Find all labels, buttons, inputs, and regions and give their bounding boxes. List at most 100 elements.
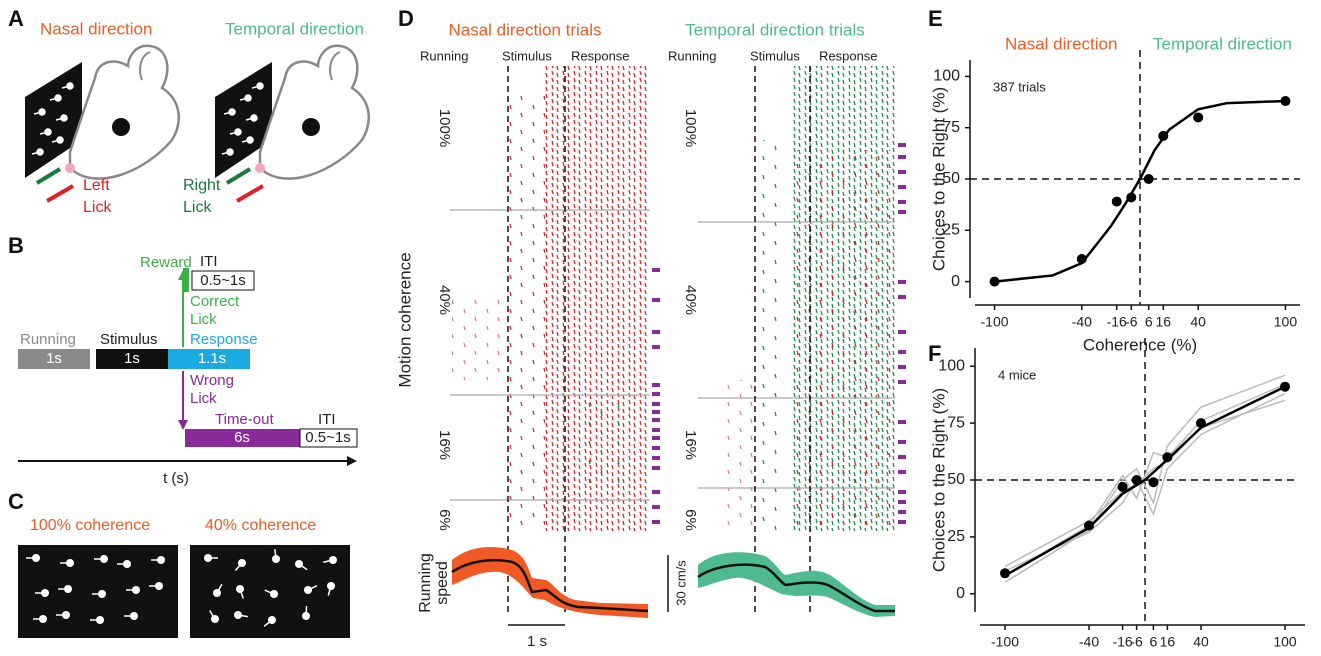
- epoch-header: Stimulus: [502, 48, 552, 63]
- y-tick-label: 50: [947, 471, 965, 488]
- y-tick-label: 0: [956, 585, 965, 602]
- y-tick-label: 0: [951, 273, 960, 290]
- x-tick-label: -100: [991, 634, 1019, 650]
- dot-motion: [323, 559, 334, 563]
- dot-motion: [264, 589, 275, 595]
- error-marker: [898, 295, 906, 299]
- y-axis-label: Choices to the Right (%): [929, 87, 948, 271]
- error-marker: [898, 520, 906, 524]
- x-tick-label: -40: [1079, 634, 1099, 650]
- dot-motion: [209, 610, 216, 620]
- data-point: [1162, 452, 1173, 463]
- mouse-illustration: [213, 43, 371, 204]
- lick-label: Wrong: [190, 372, 234, 389]
- epoch-header: Running: [668, 48, 716, 63]
- y-axis-label: Choices to the Right (%): [929, 388, 948, 572]
- y-tick-label: 100: [933, 68, 960, 85]
- x-tick-label: 6: [1150, 634, 1158, 650]
- y-tick-label: 75: [947, 414, 965, 431]
- timeout-label: Time-out: [215, 411, 274, 428]
- x-axis-label: Coherence (%): [1083, 335, 1197, 354]
- lick-label: Lick: [83, 199, 112, 216]
- data-point: [1158, 130, 1169, 141]
- lick-label: Lick: [190, 311, 217, 328]
- epoch-duration: 6s: [234, 429, 250, 446]
- y-tick-label: 25: [947, 528, 965, 545]
- epoch-duration: 1s: [46, 350, 62, 367]
- epoch-duration: 1.1s: [198, 350, 226, 367]
- y-tick-label: 50: [942, 170, 960, 187]
- coherence-level: 100%: [682, 109, 699, 147]
- epoch-header: Stimulus: [750, 48, 800, 63]
- error-marker: [898, 330, 906, 334]
- direction-label: Nasal direction: [1005, 34, 1117, 53]
- dot-motion: [327, 585, 332, 596]
- error-marker: [898, 510, 906, 514]
- data-point: [1126, 192, 1137, 203]
- x-tick-label: -16: [1112, 634, 1132, 650]
- y-tick-label: 100: [938, 357, 965, 374]
- raster-texture: [452, 300, 508, 380]
- speed-band: [452, 547, 648, 618]
- error-marker: [652, 418, 660, 422]
- error-marker: [652, 298, 660, 302]
- error-marker: [898, 200, 906, 204]
- raster-title: Nasal direction trials: [448, 20, 601, 39]
- error-marker: [652, 446, 660, 450]
- coherence-label: 40% coherence: [205, 517, 316, 534]
- epoch-bar: [185, 429, 300, 447]
- error-marker: [652, 268, 660, 272]
- coherence-level: 6%: [682, 509, 699, 531]
- lick-label: Left: [83, 177, 110, 194]
- error-marker: [652, 436, 660, 440]
- data-point: [1076, 254, 1087, 265]
- coherence-level: 40%: [682, 285, 699, 315]
- iti-duration: 0.5~1s: [305, 429, 350, 446]
- error-marker: [652, 383, 660, 387]
- epoch-label: Running: [20, 331, 76, 348]
- data-point: [1143, 174, 1154, 184]
- data-point: [1193, 112, 1204, 123]
- dot-motion: [234, 562, 243, 571]
- x-tick-label: -6: [1130, 634, 1143, 650]
- iti-duration: 0.5~1s: [200, 272, 245, 289]
- error-marker: [652, 392, 660, 396]
- error-marker: [898, 210, 906, 214]
- annotation: 4 mice: [998, 367, 1036, 382]
- dot-motion: [239, 588, 245, 599]
- x-tick-label: 16: [1155, 314, 1171, 330]
- panel-label: C: [8, 489, 24, 514]
- data-point: [1117, 481, 1128, 492]
- raster-texture: [575, 395, 630, 485]
- error-marker: [898, 470, 906, 474]
- dot-motion: [216, 583, 223, 594]
- x-tick-label: 16: [1160, 634, 1176, 650]
- error-marker: [652, 520, 660, 524]
- error-marker: [898, 155, 906, 159]
- data-point: [1196, 418, 1206, 429]
- data-point: [1084, 520, 1094, 531]
- error-marker: [898, 185, 906, 189]
- error-marker: [652, 505, 660, 509]
- iti-box: [299, 428, 358, 448]
- error-marker: [898, 455, 906, 459]
- raster-texture: [790, 150, 895, 530]
- arrow-head: [347, 456, 357, 466]
- epoch-duration: 1s: [124, 350, 140, 367]
- y-tick-label: 75: [942, 119, 960, 136]
- x-tick-label: 100: [1274, 314, 1298, 330]
- lick-label: Lick: [183, 199, 212, 216]
- lick-label: Correct: [190, 293, 240, 310]
- data-point: [1111, 196, 1122, 207]
- coherence-level: 40%: [436, 285, 453, 315]
- epoch-header: Response: [571, 48, 630, 63]
- data-point: [1131, 475, 1142, 485]
- x-tick-label: 6: [1145, 314, 1153, 330]
- panel-label: B: [8, 233, 24, 258]
- fit-line: [1004, 392, 1286, 572]
- error-marker: [898, 280, 906, 284]
- error-marker: [898, 170, 906, 174]
- annotation: 387 trials: [993, 79, 1046, 94]
- lick-label: Lick: [190, 390, 217, 407]
